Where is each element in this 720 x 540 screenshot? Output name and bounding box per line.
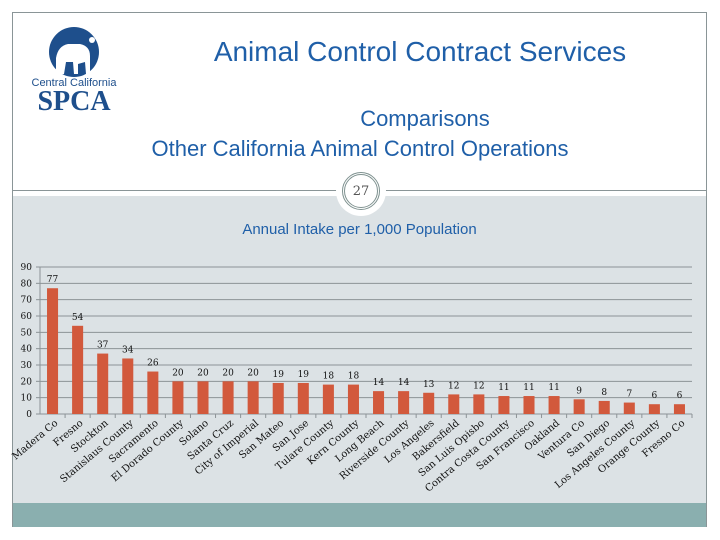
data-label: 12 — [473, 381, 484, 391]
bar — [548, 396, 560, 414]
logo-line1: Central California — [32, 77, 118, 89]
data-label: 12 — [448, 381, 459, 391]
data-label: 20 — [197, 368, 209, 378]
data-label: 20 — [247, 368, 259, 378]
y-tick-label: 70 — [21, 296, 33, 306]
data-label: 13 — [423, 380, 435, 390]
animal-silhouette-icon — [49, 27, 99, 77]
slide-number: 27 — [342, 172, 380, 210]
bar — [272, 382, 284, 414]
bar — [648, 404, 660, 414]
y-tick-label: 0 — [26, 410, 32, 420]
gridlines — [40, 266, 692, 399]
data-label: 11 — [498, 383, 509, 393]
bar — [523, 396, 535, 414]
data-labels: 77 54 37 34 26 20 20 20 20 19 19 18 18 14 14 13 12 12 11 11… — [47, 275, 683, 401]
data-label: 34 — [122, 345, 134, 355]
bar — [623, 402, 635, 414]
data-label: 19 — [298, 370, 310, 380]
bar — [448, 394, 460, 414]
logo-line2: SPCA — [37, 86, 111, 112]
y-tick-label: 60 — [21, 312, 33, 322]
y-tick-labels: 0 10 20 30 40 50 60 70 80 90 — [21, 263, 33, 420]
bar — [147, 371, 159, 414]
data-label: 7 — [626, 390, 632, 400]
axes — [36, 266, 693, 418]
data-label: 18 — [348, 372, 360, 382]
bar — [347, 384, 359, 414]
data-label: 11 — [523, 383, 534, 393]
data-label: 77 — [47, 275, 59, 285]
bar — [72, 325, 84, 414]
chart-title: Annual Intake per 1,000 Population — [242, 221, 477, 238]
footer-band — [13, 503, 706, 527]
data-label: 14 — [373, 378, 385, 388]
bar — [297, 382, 309, 414]
bar — [222, 381, 234, 414]
data-label: 20 — [172, 368, 184, 378]
bar — [322, 384, 334, 414]
bar — [47, 288, 59, 414]
bar — [598, 400, 610, 414]
y-tick-label: 50 — [21, 328, 33, 338]
data-label: 8 — [601, 388, 607, 398]
spca-logo: Central California SPCA — [22, 22, 126, 112]
y-tick-label: 40 — [21, 345, 33, 355]
data-label: 18 — [323, 372, 335, 382]
data-label: 19 — [273, 370, 285, 380]
slide-number-badge: 27 — [336, 166, 386, 216]
y-tick-label: 30 — [21, 361, 33, 371]
bar — [573, 399, 585, 414]
data-label: 11 — [548, 383, 559, 393]
page-subtitle: Comparisons Other California Animal Cont… — [80, 104, 640, 164]
bar — [423, 392, 435, 414]
data-label: 6 — [677, 391, 683, 401]
y-tick-label: 20 — [21, 377, 33, 387]
bar — [172, 381, 184, 414]
bar — [97, 353, 109, 414]
bar — [673, 404, 685, 414]
page-title: Animal Control Contract Services — [213, 36, 627, 67]
bar — [498, 396, 510, 414]
y-tick-label: 10 — [21, 394, 33, 404]
bars — [47, 288, 685, 414]
data-label: 14 — [398, 378, 410, 388]
bar — [197, 381, 209, 414]
subtitle-line2: Other California Animal Control Operatio… — [151, 136, 569, 161]
data-label: 6 — [652, 391, 658, 401]
data-label: 26 — [147, 359, 159, 369]
content-panel — [13, 196, 706, 503]
data-label: 37 — [97, 341, 109, 351]
data-label: 20 — [222, 368, 234, 378]
subtitle-line1: Comparisons — [360, 106, 490, 131]
bar — [373, 391, 385, 414]
data-label: 54 — [72, 313, 84, 323]
bar — [247, 381, 259, 414]
bar — [473, 394, 485, 414]
bar — [122, 358, 134, 414]
y-tick-label: 90 — [21, 263, 33, 273]
y-tick-label: 80 — [21, 279, 33, 289]
data-label: 9 — [576, 386, 582, 396]
bar — [398, 391, 410, 414]
